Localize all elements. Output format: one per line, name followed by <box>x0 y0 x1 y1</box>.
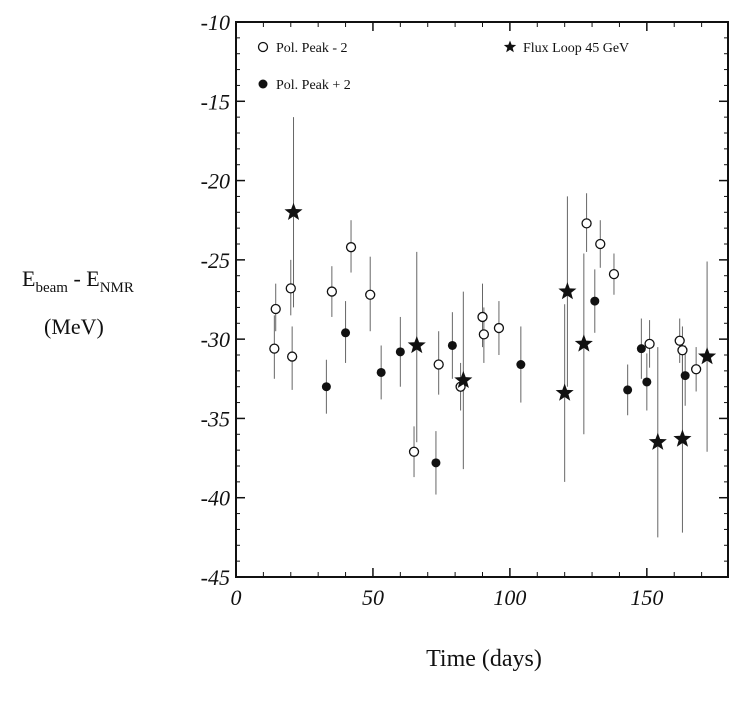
legend-marker-star <box>503 40 517 53</box>
pol-peak-plus-2-point <box>680 371 690 381</box>
y-tick-label: -25 <box>201 248 230 273</box>
pol-peak-minus-2-point <box>608 268 620 280</box>
legend-label: Flux Loop 45 GeV <box>523 41 629 56</box>
y-tick-label: -20 <box>201 169 230 194</box>
pol-peak-minus-2-point <box>595 238 606 250</box>
y-axis-unit-label: (MeV) <box>44 314 104 339</box>
pol-peak-minus-2-point <box>478 329 490 340</box>
flux-loop-point <box>407 335 426 354</box>
pol-peak-minus-2-point <box>677 345 688 356</box>
pol-peak-minus-2-point <box>581 218 592 229</box>
pol-peak-minus-2-point <box>269 343 280 354</box>
pol-peak-plus-2-point <box>395 347 405 357</box>
x-axis-ticks: 0 50 100 150 <box>231 22 703 610</box>
flux-loop-point <box>555 383 574 401</box>
legend-marker-filled-circle <box>258 79 268 89</box>
y-tick-label: -15 <box>201 89 230 114</box>
y-tick-label: -10 <box>201 10 230 35</box>
data-marks <box>269 202 717 468</box>
x-tick-label: 100 <box>493 585 526 610</box>
flux-loop-point <box>574 334 593 352</box>
pol-peak-plus-2-point <box>516 360 526 370</box>
flux-loop-point <box>558 282 577 300</box>
pol-peak-minus-2-point <box>690 364 702 375</box>
pol-peak-plus-2-point <box>642 377 652 387</box>
pol-peak-minus-2-point <box>493 322 505 334</box>
error-bars <box>273 117 708 538</box>
pol-peak-minus-2-point <box>285 283 296 294</box>
pol-peak-minus-2-point <box>477 311 488 323</box>
flux-loop-point <box>454 370 473 389</box>
pol-peak-plus-2-point <box>636 344 646 354</box>
pol-peak-minus-2-point <box>365 289 376 300</box>
pol-peak-minus-2-point <box>286 351 298 362</box>
pol-peak-minus-2-point <box>433 359 444 370</box>
y-tick-label: -40 <box>201 486 230 511</box>
y-axis-ticks: -10 -15 -20 -25 -30 -35 -40 -45 <box>201 10 728 590</box>
pol-peak-minus-2-point <box>644 338 655 350</box>
legend-label: Pol. Peak - 2 <box>276 41 348 56</box>
pol-peak-plus-2-point <box>447 340 457 350</box>
pol-peak-minus-2-point <box>408 446 420 457</box>
legend-marker-open-circle <box>257 41 269 53</box>
y-tick-label: -35 <box>201 406 230 431</box>
y-tick-label: -45 <box>201 565 230 590</box>
pol-peak-minus-2-point <box>345 242 357 253</box>
flux-loop-point <box>673 429 692 447</box>
pol-peak-minus-2-point <box>270 303 281 315</box>
flux-loop-point <box>698 347 717 365</box>
pol-peak-plus-2-point <box>623 385 633 395</box>
flux-loop-point <box>284 202 303 220</box>
y-axis-label: Ebeam - ENMR <box>22 266 134 296</box>
pol-peak-minus-2-point <box>326 286 338 297</box>
x-tick-label: 50 <box>362 585 384 610</box>
flux-loop-point <box>648 432 667 450</box>
pol-peak-plus-2-point <box>431 458 441 468</box>
pol-peak-plus-2-point <box>321 382 331 392</box>
legend: Pol. Peak - 2 Pol. Peak + 2 Flux Loop 45 G… <box>257 40 629 93</box>
pol-peak-plus-2-point <box>341 328 351 338</box>
pol-peak-plus-2-point <box>590 296 600 306</box>
x-axis-label: Time (days) <box>426 646 542 672</box>
pol-peak-minus-2-point <box>674 335 685 346</box>
y-tick-label: -30 <box>201 327 230 352</box>
legend-label: Pol. Peak + 2 <box>276 78 351 93</box>
pol-peak-plus-2-point <box>376 367 386 377</box>
x-tick-label: 150 <box>630 585 663 610</box>
x-tick-label: 0 <box>231 585 242 610</box>
